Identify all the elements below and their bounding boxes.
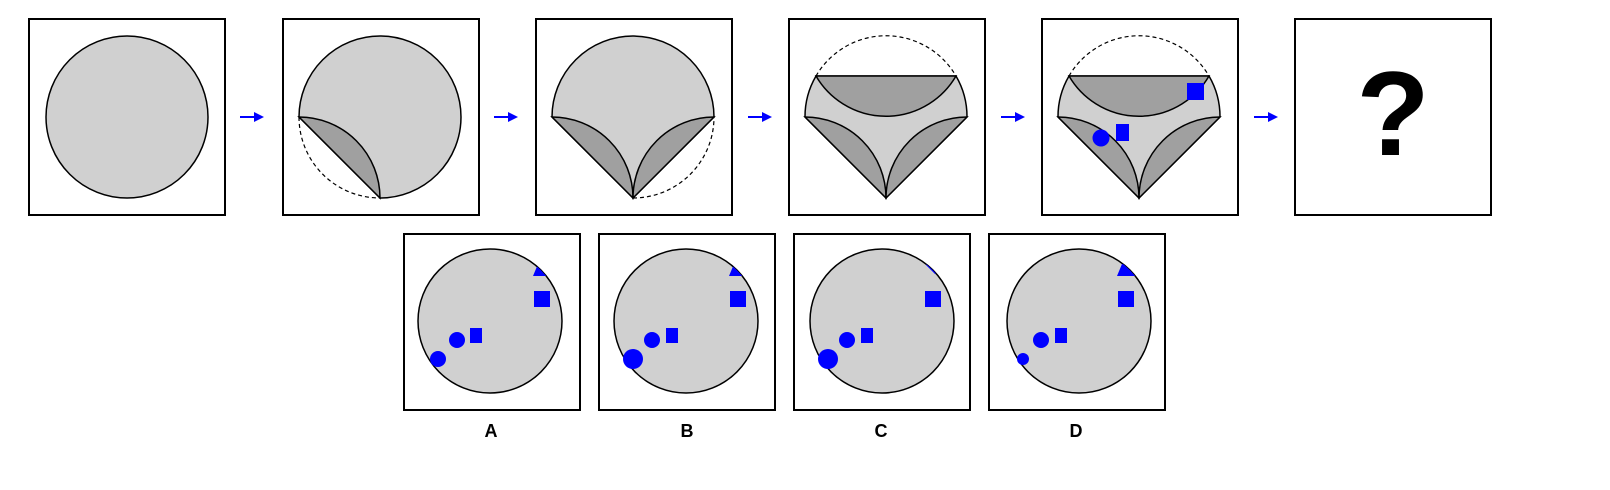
square-hole [730, 291, 746, 307]
circle-hole [644, 332, 660, 348]
option-label: D [1070, 421, 1083, 441]
circle-hole [1033, 332, 1049, 348]
unfolded-paper [417, 248, 563, 394]
folded-flap-left [803, 116, 887, 200]
step-4-panel [788, 18, 986, 216]
step-3-panel [535, 18, 733, 216]
unfolded-paper [1006, 248, 1152, 394]
folded-away-outline [298, 116, 381, 199]
edge-circle-hole [818, 349, 838, 369]
folded-flap-left [550, 116, 634, 200]
option-label: A [485, 421, 498, 441]
option-b[interactable]: B [598, 233, 776, 441]
folded-flap-left [1056, 116, 1140, 200]
folded-flap-right [632, 116, 716, 200]
rectangle-hole [666, 328, 678, 343]
question-mark: ? [1356, 47, 1429, 181]
folded-flap-right [1138, 116, 1222, 200]
option-a[interactable]: A [403, 233, 581, 441]
arrow-2 [494, 112, 518, 122]
rectangle-hole [470, 328, 482, 343]
folded-away-outline [1068, 35, 1210, 77]
option-d[interactable]: D [988, 233, 1166, 441]
folded-flap [297, 116, 381, 200]
square-hole [534, 291, 550, 307]
unfolded-paper [613, 248, 759, 394]
step-1-panel [28, 18, 226, 216]
folded-away-outline [632, 116, 715, 199]
circle-hole [449, 332, 465, 348]
square-hole [925, 291, 941, 307]
folded-away-outline [815, 35, 957, 77]
square-hole [1118, 291, 1134, 307]
arrow-3 [748, 112, 772, 122]
arrow-5 [1254, 112, 1278, 122]
edge-circle-hole [430, 351, 446, 367]
rectangle-hole [1055, 328, 1067, 343]
square-hole [1187, 83, 1204, 100]
folded-flap-right [885, 116, 969, 200]
answer-panel: ? [1294, 18, 1492, 216]
arrow-1 [240, 112, 264, 122]
edge-circle-hole [623, 349, 643, 369]
rectangle-hole [861, 328, 873, 343]
paper-circle [45, 35, 209, 199]
folded-flap-top [814, 75, 958, 117]
option-label: B [681, 421, 694, 441]
step-2-panel [282, 18, 480, 216]
arrow-4 [1001, 112, 1025, 122]
unfolded-paper [809, 248, 955, 394]
option-c[interactable]: C [793, 233, 971, 441]
edge-circle-hole [1017, 353, 1029, 365]
step-5-panel [1041, 18, 1239, 216]
circle-hole [839, 332, 855, 348]
option-label: C [875, 421, 888, 441]
circle-hole [1092, 129, 1110, 147]
rectangle-hole [1116, 124, 1129, 141]
